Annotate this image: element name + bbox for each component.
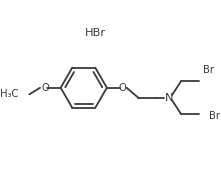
Text: H₃C: H₃C (0, 89, 19, 99)
Text: Br: Br (209, 111, 220, 121)
Text: O: O (119, 83, 126, 93)
Text: N: N (164, 93, 173, 103)
Text: HBr: HBr (85, 28, 106, 38)
Text: Br: Br (203, 65, 214, 75)
Text: O: O (41, 83, 49, 93)
